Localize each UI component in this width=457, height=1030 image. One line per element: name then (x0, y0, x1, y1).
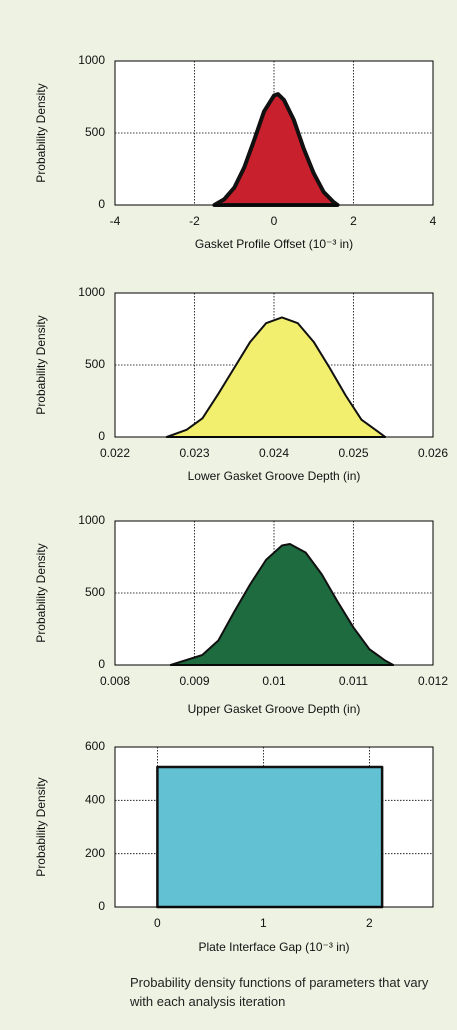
y-tick-label: 0 (98, 429, 105, 443)
x-tick-label: 0.022 (100, 446, 130, 460)
plot-frame (114, 292, 434, 438)
y-tick-label: 0 (98, 899, 105, 913)
x-tick-label: 0 (154, 916, 161, 930)
x-tick-label: 0.008 (100, 674, 130, 688)
x-axis-label: Plate Interface Gap (10⁻³ in) (198, 940, 349, 954)
y-tick-label: 0 (98, 657, 105, 671)
plot-frame (114, 60, 434, 206)
y-axis-label: Probability Density (34, 315, 48, 414)
x-tick-label: 0.026 (418, 446, 448, 460)
y-tick-label: 200 (85, 846, 105, 860)
x-tick-label: 4 (430, 214, 437, 228)
y-tick-label: 1000 (78, 513, 105, 527)
x-tick-label: -4 (110, 214, 121, 228)
y-tick-label: 500 (85, 125, 105, 139)
x-tick-label: 0.024 (259, 446, 289, 460)
x-tick-label: 2 (366, 916, 373, 930)
y-axis-label: Probability Density (34, 83, 48, 182)
y-tick-label: 1000 (78, 285, 105, 299)
x-tick-label: 0.023 (179, 446, 209, 460)
x-axis-label: Gasket Profile Offset (10⁻³ in) (195, 237, 353, 251)
x-tick-label: 0.009 (179, 674, 209, 688)
density-area (169, 543, 395, 666)
x-axis-label: Upper Gasket Groove Depth (in) (188, 702, 361, 716)
plot-frame (114, 746, 434, 908)
y-tick-label: 600 (85, 739, 105, 753)
y-tick-label: 500 (85, 357, 105, 371)
y-axis-label: Probability Density (34, 543, 48, 642)
density-area (212, 92, 340, 207)
x-tick-label: 0.01 (262, 674, 286, 688)
x-tick-label: 0.012 (418, 674, 448, 688)
y-tick-label: 500 (85, 585, 105, 599)
y-tick-label: 400 (85, 793, 105, 807)
x-tick-label: 0.025 (338, 446, 368, 460)
plot-frame (114, 520, 434, 666)
x-tick-label: 0 (271, 214, 278, 228)
x-tick-label: 1 (260, 916, 267, 930)
density-area (156, 765, 384, 909)
x-tick-label: -2 (189, 214, 200, 228)
x-tick-label: 0.011 (339, 674, 368, 688)
caption: Probability density functions of paramet… (130, 975, 429, 1009)
y-tick-label: 0 (98, 197, 105, 211)
x-tick-label: 2 (350, 214, 357, 228)
density-area (165, 316, 387, 438)
y-axis-label: Probability Density (34, 777, 48, 876)
y-tick-label: 1000 (78, 53, 105, 67)
x-axis-label: Lower Gasket Groove Depth (in) (188, 469, 361, 483)
